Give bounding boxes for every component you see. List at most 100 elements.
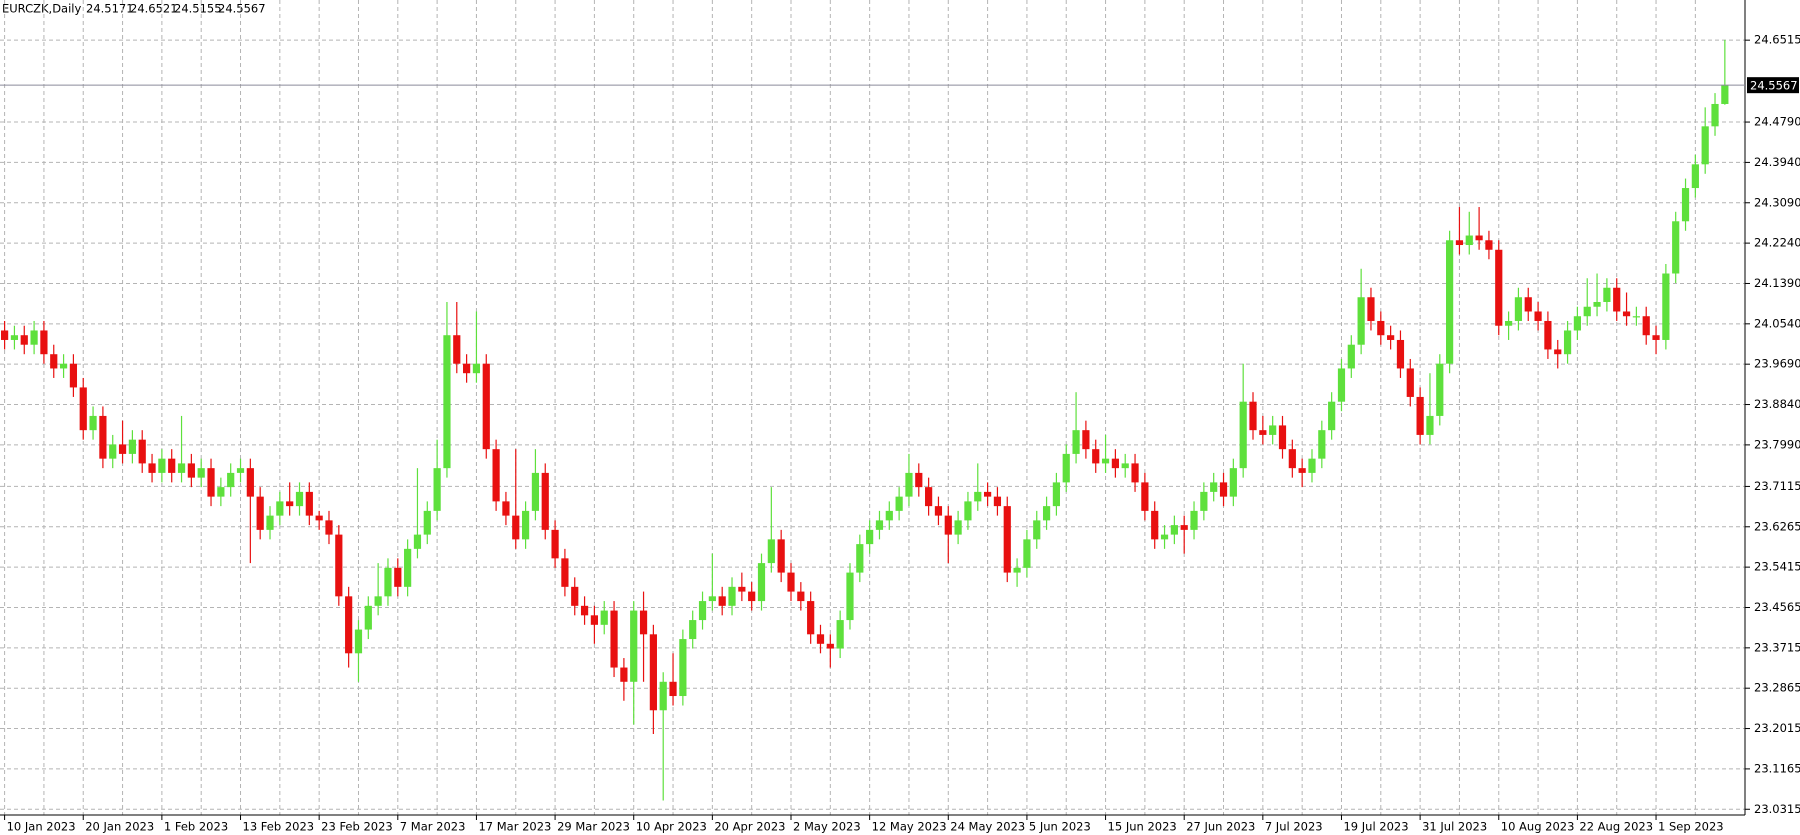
candle-body (777, 539, 785, 573)
candle-body (1672, 221, 1680, 274)
candle-body (10, 335, 19, 340)
candle-body (177, 463, 186, 473)
candle-body (492, 449, 500, 502)
candle-body (698, 601, 707, 621)
candle-body (1613, 287, 1621, 312)
candle-body (128, 439, 136, 454)
x-tick-label: 19 Jul 2023 (1343, 820, 1408, 834)
x-tick-label: 31 Jul 2023 (1422, 820, 1487, 834)
candle-body (315, 515, 323, 521)
candle-body (610, 610, 618, 668)
candle-body (1662, 273, 1670, 340)
candle-body (1042, 506, 1051, 521)
candle-body (1583, 306, 1591, 317)
candle-body (826, 643, 834, 649)
candle-body (1013, 567, 1021, 573)
candle-body (1357, 297, 1365, 345)
y-tick-label: 24.3090 (1754, 195, 1800, 209)
candle-body (276, 501, 284, 516)
candle-body (1701, 126, 1709, 165)
x-tick-label: 17 Mar 2023 (478, 820, 551, 834)
candle-body (1593, 301, 1601, 307)
candle-body (1504, 320, 1513, 326)
candle-body (1308, 458, 1316, 473)
candle-body (944, 515, 952, 535)
candle-body (1190, 510, 1198, 530)
candle-body (1180, 525, 1188, 530)
candle-body (354, 629, 363, 654)
candle-body (541, 472, 549, 530)
candle-body (1377, 320, 1385, 336)
candle-body (453, 335, 461, 364)
candle-body (1524, 297, 1532, 312)
candle-body (69, 363, 78, 388)
x-tick-label: 15 Jun 2023 (1108, 820, 1177, 834)
candle-body (394, 567, 402, 587)
x-tick-label: 5 Jun 2023 (1029, 820, 1091, 834)
candle-body (1151, 510, 1159, 540)
candle-body (99, 415, 107, 459)
candle-body (1318, 430, 1326, 459)
candle-body (787, 572, 795, 592)
candle-body (1387, 335, 1395, 340)
x-tick-label: 12 May 2023 (872, 820, 947, 834)
candle-body (1101, 458, 1110, 464)
candle-body (1721, 85, 1729, 104)
candle-body (197, 468, 205, 478)
candle-body (472, 363, 481, 374)
candle-body (1121, 463, 1129, 469)
candle-body (797, 591, 805, 602)
candle-body (1495, 249, 1503, 326)
candle-body (521, 510, 530, 540)
candle-body (1288, 449, 1296, 469)
candle-body (807, 601, 815, 635)
candle-body (659, 681, 667, 711)
candle-body (1465, 235, 1473, 246)
candle-body (1347, 344, 1355, 369)
x-tick-label: 20 Apr 2023 (714, 820, 785, 834)
candle-body (757, 563, 766, 602)
candle-body (423, 510, 431, 535)
x-tick-label: 13 Feb 2023 (243, 820, 315, 834)
header-value: 24.5155 (174, 2, 222, 16)
candle-body (1632, 316, 1640, 318)
x-tick-label: 23 Feb 2023 (321, 820, 393, 834)
current-price-box (1747, 77, 1799, 94)
x-tick-label: 2 May 2023 (793, 820, 861, 834)
candle-body (1249, 401, 1257, 431)
candle-body (1603, 287, 1611, 302)
candle-body (50, 354, 58, 369)
candle-body (1131, 463, 1139, 483)
candle-body (1328, 401, 1336, 431)
candle-body (256, 496, 264, 530)
candle-body (1033, 520, 1041, 540)
candle-body (118, 444, 127, 454)
candle-body (728, 586, 736, 606)
candle-body (138, 439, 146, 464)
candle-body (1544, 320, 1552, 350)
header-value: 24.6521 (130, 2, 178, 16)
candle-body (217, 487, 225, 497)
header-value: 24.5171 (86, 2, 134, 16)
x-tick-label: 20 Jan 2023 (85, 820, 154, 834)
candle-body (1239, 401, 1247, 469)
candle-body (1337, 368, 1346, 402)
candle-body (1160, 534, 1169, 540)
y-tick-label: 23.4565 (1754, 600, 1800, 614)
candle-body (895, 496, 903, 511)
candle-body (463, 363, 471, 374)
candle-body (875, 520, 884, 530)
candle-body (109, 444, 117, 459)
candle-body (689, 620, 697, 640)
candle-body (856, 544, 864, 573)
candle-body (669, 681, 677, 697)
candle-body (679, 639, 687, 697)
candle-body (885, 510, 893, 521)
candle-body (1426, 415, 1434, 435)
x-tick-label: 10 Jan 2023 (7, 820, 76, 834)
candle-body (305, 491, 313, 516)
candle-body (866, 529, 874, 545)
x-tick-label: 10 Aug 2023 (1501, 820, 1575, 834)
